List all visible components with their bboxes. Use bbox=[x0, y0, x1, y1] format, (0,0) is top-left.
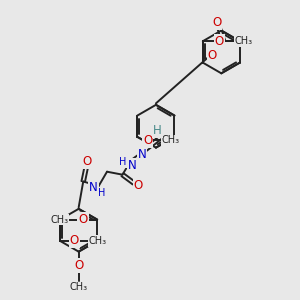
Text: O: O bbox=[82, 155, 92, 168]
Text: O: O bbox=[214, 35, 224, 48]
Text: N: N bbox=[128, 159, 136, 172]
Text: O: O bbox=[74, 259, 83, 272]
Text: N: N bbox=[138, 148, 146, 161]
Text: N: N bbox=[89, 181, 98, 194]
Text: CH₃: CH₃ bbox=[70, 282, 88, 292]
Text: H: H bbox=[153, 124, 162, 137]
Text: H: H bbox=[98, 188, 105, 197]
Text: CH₃: CH₃ bbox=[235, 36, 253, 46]
Text: H: H bbox=[119, 157, 127, 167]
Text: O: O bbox=[143, 134, 152, 147]
Text: CH₃: CH₃ bbox=[162, 136, 180, 146]
Text: CH₃: CH₃ bbox=[50, 214, 68, 224]
Text: O: O bbox=[134, 179, 143, 192]
Text: O: O bbox=[208, 49, 217, 62]
Text: O: O bbox=[70, 235, 79, 248]
Text: O: O bbox=[78, 213, 88, 226]
Text: O: O bbox=[212, 16, 221, 29]
Text: CH₃: CH₃ bbox=[89, 236, 107, 246]
